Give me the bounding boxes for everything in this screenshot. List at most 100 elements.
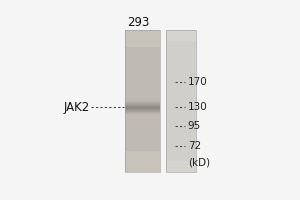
Bar xyxy=(125,97,160,99)
Bar xyxy=(166,56,196,57)
Bar xyxy=(125,168,160,169)
Bar xyxy=(166,67,196,68)
Bar xyxy=(125,51,160,52)
Bar xyxy=(166,110,196,111)
Bar xyxy=(166,133,196,134)
Bar xyxy=(166,66,196,67)
Bar xyxy=(166,48,196,49)
Bar xyxy=(125,95,160,96)
Bar xyxy=(125,103,160,104)
Bar xyxy=(125,142,160,143)
Bar xyxy=(125,112,160,113)
Bar xyxy=(125,38,160,39)
Bar xyxy=(166,139,196,140)
Bar xyxy=(125,85,160,87)
Bar xyxy=(125,49,160,50)
Bar xyxy=(166,90,196,91)
Bar xyxy=(166,97,196,99)
Bar xyxy=(166,161,196,162)
Bar xyxy=(125,148,160,149)
Bar xyxy=(166,129,196,130)
Bar xyxy=(166,39,196,40)
Bar xyxy=(166,117,196,118)
Bar xyxy=(166,136,196,138)
Bar xyxy=(125,90,160,91)
Bar xyxy=(166,72,196,73)
Bar xyxy=(125,76,160,77)
Bar xyxy=(125,104,160,105)
Bar xyxy=(125,134,160,135)
Bar xyxy=(125,153,160,155)
Bar xyxy=(125,69,160,70)
Bar xyxy=(166,34,196,35)
Bar xyxy=(166,163,196,164)
Text: JAK2: JAK2 xyxy=(64,101,90,114)
Bar xyxy=(166,38,196,39)
Bar xyxy=(125,152,160,153)
Bar xyxy=(166,40,196,41)
Bar xyxy=(125,56,160,57)
Bar xyxy=(125,148,160,150)
Bar xyxy=(166,136,196,137)
Bar xyxy=(166,164,196,165)
Bar xyxy=(125,109,160,110)
Bar xyxy=(125,46,160,47)
Bar xyxy=(125,73,160,74)
Bar xyxy=(166,91,196,92)
Bar xyxy=(125,167,160,168)
Bar xyxy=(125,41,160,42)
Bar xyxy=(125,46,160,48)
Bar xyxy=(166,144,196,145)
Bar xyxy=(125,123,160,124)
Bar xyxy=(166,95,196,96)
Bar xyxy=(166,162,196,163)
Bar xyxy=(125,64,160,65)
Bar xyxy=(166,58,196,59)
Bar xyxy=(166,145,196,146)
Bar xyxy=(125,88,160,89)
Bar xyxy=(166,170,196,172)
Bar xyxy=(125,91,160,92)
Bar xyxy=(125,131,160,133)
Bar xyxy=(166,154,196,155)
Bar xyxy=(166,62,196,63)
Bar xyxy=(166,141,196,142)
Bar xyxy=(125,139,160,140)
Bar xyxy=(125,144,160,145)
Bar xyxy=(166,87,196,88)
Bar xyxy=(166,52,196,53)
Bar xyxy=(166,119,196,120)
Bar xyxy=(166,51,196,53)
Bar xyxy=(166,75,196,76)
Bar xyxy=(166,80,196,82)
Bar xyxy=(125,171,160,172)
Bar xyxy=(166,160,196,161)
Bar xyxy=(125,75,160,77)
Bar xyxy=(166,158,196,159)
Bar xyxy=(125,106,160,107)
Bar xyxy=(125,39,160,40)
Bar xyxy=(166,150,196,151)
Bar xyxy=(125,42,160,43)
Bar xyxy=(166,168,196,169)
Bar xyxy=(166,45,196,46)
Bar xyxy=(125,136,160,137)
Bar xyxy=(166,157,196,158)
Bar xyxy=(166,46,196,48)
Bar xyxy=(166,96,196,97)
Bar xyxy=(125,35,160,36)
Bar xyxy=(125,121,160,122)
Bar xyxy=(166,156,196,157)
Bar xyxy=(125,165,160,166)
Bar xyxy=(125,54,160,55)
Bar xyxy=(166,131,196,132)
Bar xyxy=(166,78,196,79)
Bar xyxy=(166,153,196,155)
Bar xyxy=(125,132,160,133)
Bar xyxy=(125,32,160,33)
Bar xyxy=(166,102,196,103)
Bar xyxy=(166,63,196,64)
Bar xyxy=(166,143,196,144)
Bar xyxy=(166,132,196,133)
Bar xyxy=(125,74,160,75)
